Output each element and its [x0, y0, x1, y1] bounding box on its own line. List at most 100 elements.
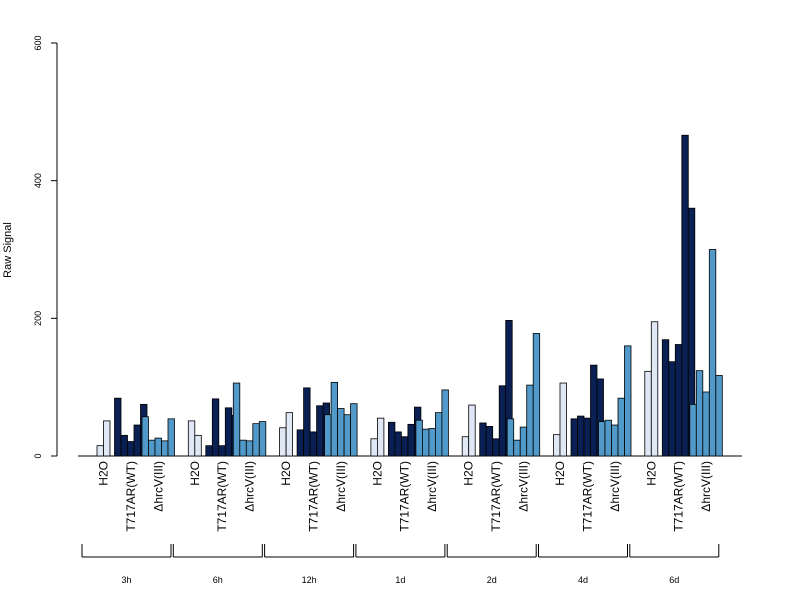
bar	[154, 437, 162, 457]
bar	[661, 339, 670, 457]
group-label: H2O	[97, 461, 111, 486]
bar	[650, 321, 659, 457]
bar	[376, 417, 385, 457]
bar	[316, 405, 324, 457]
bar	[400, 436, 409, 457]
y-axis: 0 200 400 600	[33, 35, 58, 459]
bar	[211, 398, 220, 457]
group-label: ΔhrcV(III)	[334, 461, 348, 512]
bar	[161, 440, 169, 457]
bar	[570, 418, 578, 457]
bar	[428, 428, 436, 457]
bar	[624, 345, 632, 457]
bar	[485, 426, 494, 457]
bar	[127, 441, 135, 457]
y-tick-label: 200	[33, 311, 43, 326]
y-tick-label: 0	[33, 453, 43, 458]
group-label: H2O	[370, 461, 384, 486]
y-tick-label: 400	[33, 173, 43, 188]
bar	[285, 412, 294, 457]
bar	[330, 381, 339, 457]
bar	[611, 424, 619, 457]
group-label: ΔhrcV(III)	[243, 461, 257, 512]
bar	[224, 407, 233, 457]
timepoint-label: 3h	[121, 575, 131, 585]
bar	[309, 431, 318, 457]
timepoint-label: 2d	[487, 575, 497, 585]
bar	[708, 249, 717, 457]
bar	[167, 418, 175, 457]
group-label: ΔhrcV(III)	[608, 461, 622, 512]
group-label: ΔhrcV(III)	[699, 461, 713, 512]
bar	[421, 428, 430, 457]
bar	[689, 403, 697, 457]
bar	[258, 421, 267, 457]
time-brackets: 3h 6h 12h 1d 2d 4d 6d	[81, 544, 720, 585]
bars	[96, 134, 723, 457]
group-label: ΔhrcV(III)	[151, 461, 165, 512]
group-label: T717AR(WT)	[580, 461, 594, 532]
bar	[343, 414, 352, 457]
group-label: T717AR(WT)	[124, 461, 138, 532]
bar	[604, 419, 612, 457]
bar	[279, 427, 287, 457]
group-label: H2O	[188, 461, 202, 486]
bar	[526, 384, 534, 457]
timepoint-label: 4d	[578, 575, 588, 585]
bar	[492, 438, 500, 457]
bar	[715, 375, 723, 457]
bar	[415, 419, 423, 457]
y-tick-label: 600	[33, 35, 43, 50]
bar	[695, 370, 704, 457]
bar	[337, 408, 345, 457]
bar	[148, 439, 156, 457]
bar	[519, 426, 528, 457]
group-label: ΔhrcV(III)	[425, 461, 439, 512]
timepoint-label: 6h	[213, 575, 223, 585]
bar	[461, 436, 470, 457]
bar	[590, 364, 598, 457]
group-label: H2O	[644, 461, 658, 486]
bar	[553, 434, 561, 457]
group-label: T717AR(WT)	[489, 461, 503, 532]
bar	[96, 445, 104, 457]
group-label: H2O	[462, 461, 476, 486]
timepoint-label: 6d	[669, 575, 679, 585]
group-labels: H2O T717AR(WT) ΔhrcV(III) H2O T717AR(WT) Δhrc…	[97, 461, 714, 532]
bar	[252, 423, 260, 457]
bar	[133, 424, 141, 457]
bar	[479, 422, 487, 457]
bar	[583, 417, 591, 457]
bar	[245, 440, 254, 457]
group-label: T717AR(WT)	[672, 461, 686, 532]
bar	[668, 361, 676, 457]
bar	[498, 385, 507, 457]
bar	[120, 434, 128, 457]
bar	[407, 423, 415, 457]
y-axis-title: Raw Signal	[2, 222, 14, 278]
bar	[205, 445, 213, 457]
bar	[239, 439, 247, 457]
bar	[644, 370, 652, 457]
bar	[103, 420, 111, 457]
group-label: T717AR(WT)	[306, 461, 320, 532]
bar	[232, 382, 241, 457]
bar	[617, 397, 625, 457]
bar	[350, 403, 358, 457]
group-label: H2O	[553, 461, 567, 486]
bar	[506, 418, 515, 457]
bar	[187, 420, 196, 457]
group-label: ΔhrcV(III)	[516, 461, 530, 512]
group-label: T717AR(WT)	[398, 461, 412, 532]
bar	[577, 415, 585, 457]
bar	[532, 333, 541, 457]
bar	[674, 344, 683, 457]
bar	[303, 387, 311, 457]
group-label: T717AR(WT)	[215, 461, 229, 532]
bar	[513, 439, 521, 457]
bar	[324, 414, 332, 457]
bar	[218, 445, 226, 457]
bar	[702, 391, 710, 457]
timepoint-label: 1d	[395, 575, 405, 585]
